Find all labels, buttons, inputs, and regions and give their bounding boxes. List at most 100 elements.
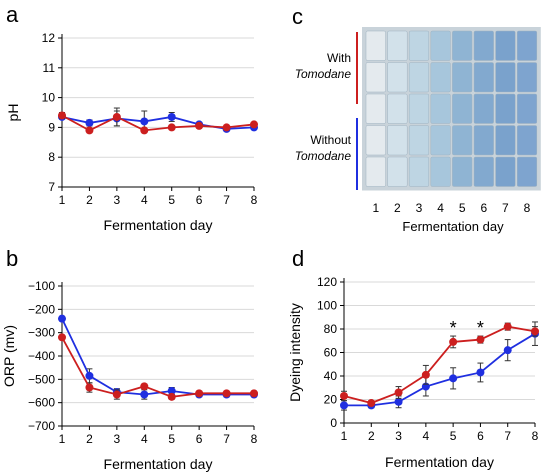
data-point-red [340, 391, 348, 400]
data-point-red [167, 392, 176, 401]
panel-letter-b: b [6, 246, 18, 271]
photo-day-label: 5 [459, 201, 466, 215]
data-point-blue [476, 368, 485, 377]
y-tick-label: −500 [28, 372, 55, 386]
y-tick-label: 0 [330, 416, 337, 430]
y-tick-label: 20 [324, 393, 338, 407]
data-point-red [85, 383, 94, 392]
series-line-blue [61, 116, 255, 130]
fabric-swatch [387, 93, 408, 124]
y-tick-label: 80 [324, 322, 338, 336]
x-tick-label: 1 [59, 432, 66, 446]
fabric-swatch [365, 30, 386, 61]
y-tick-label: 8 [48, 150, 55, 164]
photo-day-label: 6 [480, 201, 487, 215]
fabric-swatch [430, 125, 451, 156]
series-line-red [61, 114, 255, 132]
fabric-swatch [408, 93, 430, 124]
fabric-swatch [365, 125, 386, 156]
x-tick-label: 2 [86, 432, 93, 446]
data-point-blue [140, 117, 149, 126]
y-tick-label: 10 [42, 91, 56, 105]
data-point-red [250, 389, 258, 398]
data-point-blue [394, 397, 403, 406]
fabric-swatch [495, 125, 516, 156]
panel-letter-d: d [292, 246, 304, 271]
photo-x-axis-label: Fermentation day [402, 219, 504, 234]
data-point-red [112, 112, 121, 121]
fabric-swatch [495, 62, 516, 93]
fabric-swatch [365, 62, 386, 93]
series-line-blue [344, 332, 536, 407]
y-tick-label: −200 [28, 302, 55, 316]
x-tick-label: 6 [196, 432, 203, 446]
photo-day-label: 3 [416, 201, 423, 215]
fabric-swatch [495, 156, 516, 187]
data-point-red [222, 123, 231, 132]
x-tick-label: 3 [114, 432, 121, 446]
x-tick-label: 5 [168, 193, 175, 207]
fabric-swatch [473, 125, 494, 156]
data-point-red [112, 390, 121, 399]
data-point-red [140, 126, 149, 135]
fabric-swatch [452, 30, 473, 61]
fabric-swatch [430, 30, 451, 61]
fabric-swatch [387, 125, 408, 156]
x-tick-label: 8 [251, 193, 258, 207]
fabric-swatch [452, 156, 473, 187]
y-tick-label: −600 [28, 396, 55, 410]
fabric-swatch [408, 62, 430, 93]
without-label: Without [310, 133, 351, 147]
data-point-red [195, 121, 204, 130]
photo-day-label: 7 [502, 201, 509, 215]
y-axis-label: pH [5, 104, 21, 122]
x-tick-label: 7 [223, 193, 230, 207]
fabric-swatch [516, 125, 538, 156]
fabric-swatch [452, 125, 473, 156]
significance-star: * [450, 318, 457, 338]
data-point-red [167, 123, 176, 132]
x-tick-label: 5 [168, 432, 175, 446]
x-tick-label: 4 [423, 429, 430, 443]
with-label: With [327, 51, 351, 65]
y-tick-label: 9 [48, 120, 55, 134]
y-tick-label: 120 [317, 275, 337, 289]
panel-d-dyeing-chart: d 0 20 40 60 80 100 120 1 2 3 4 5 6 7 8 Fermentation day… [287, 246, 539, 470]
x-tick-label: 8 [251, 432, 258, 446]
x-tick-label: 4 [141, 432, 148, 446]
data-point-red [140, 382, 149, 391]
y-tick-label: −100 [28, 279, 55, 293]
without-tomodane-label: Tomodane [295, 149, 352, 163]
series-red [340, 322, 539, 408]
data-point-red [58, 333, 66, 342]
fabric-swatch [365, 156, 386, 187]
fabric-swatch [430, 156, 451, 187]
y-tick-label: 11 [43, 61, 56, 75]
fabric-swatch-photo [362, 27, 541, 191]
panel-b-orp-chart: b −700 −600 −500 −400 −300 −200 −100 1 2 3 4 5 6 7 8 Fer… [1, 246, 258, 472]
panel-letter-a: a [6, 2, 19, 27]
y-tick-label: −700 [28, 419, 55, 433]
significance-star: * [477, 318, 484, 338]
series-red [58, 107, 258, 135]
photo-day-label: 1 [372, 201, 379, 215]
fabric-swatch [365, 93, 386, 124]
fabric-swatch [516, 62, 538, 93]
fabric-swatch [430, 93, 451, 124]
x-axis-label: Fermentation day [104, 217, 213, 233]
data-point-red [85, 126, 94, 135]
data-point-red [449, 337, 458, 346]
series-line-blue [61, 318, 254, 396]
data-point-blue [58, 314, 66, 323]
x-tick-label: 7 [504, 429, 511, 443]
x-tick-label: 7 [223, 432, 230, 446]
x-axis-label: Fermentation day [385, 454, 494, 470]
x-tick-label: 2 [368, 429, 375, 443]
y-axis-label: Dyeing intensity [287, 303, 303, 402]
data-point-blue [340, 401, 348, 410]
with-tomodane-label: Tomodane [295, 67, 352, 81]
x-tick-label: 6 [196, 193, 203, 207]
